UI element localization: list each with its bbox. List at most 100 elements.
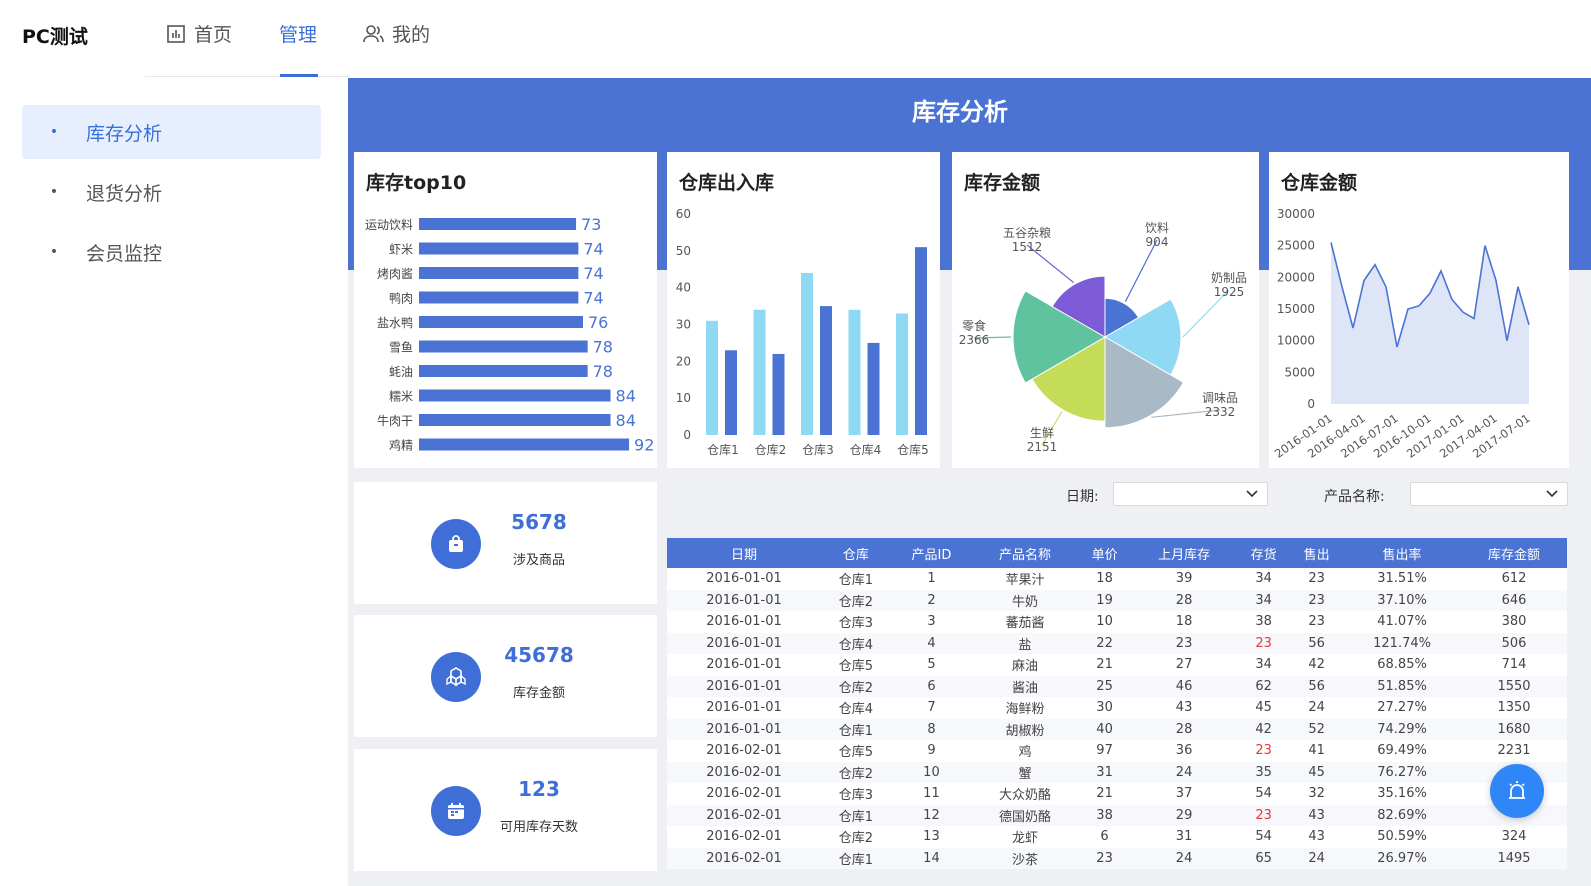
pie-slice-value: 1512 — [1012, 240, 1043, 254]
table-cell: 36 — [1175, 743, 1193, 759]
nav-mine-label: 我的 — [392, 24, 431, 46]
table-header-cell[interactable]: 产品ID — [890, 538, 973, 568]
table-cell: 23 — [1237, 632, 1291, 654]
stat-label: 可用库存天数 — [499, 820, 578, 835]
table-header-cell[interactable]: 售出 — [1290, 538, 1344, 568]
inout-bar — [706, 320, 718, 435]
pie-leader-line — [1026, 244, 1074, 283]
sidebar-item-member-monitoring[interactable]: • 会员监控 — [22, 225, 321, 279]
pie-leader-line — [1041, 411, 1063, 446]
chart-card-line: 仓库金额 0 5000 10000 15000 20000 25000 30000 2016-… — [1269, 152, 1569, 468]
bullet-icon: • — [49, 244, 59, 260]
chart-title: 库存top10 — [366, 172, 467, 194]
table-cell: 121.74% — [1343, 632, 1461, 654]
table-cell: 11 — [923, 786, 940, 802]
table-cell: 德国奶酪 — [972, 804, 1079, 826]
top10-category-label: 糯米 — [389, 390, 413, 404]
table-cell: 28 — [1131, 589, 1238, 611]
table-cell: 27 — [1175, 657, 1193, 673]
table-row: 2016-01-01 仓库1 8 胡椒粉 40 28 42 52 74.29% 1680 — [667, 718, 1567, 740]
table-cell: 仓库3 — [838, 616, 874, 632]
table-cell: 646 — [1460, 589, 1567, 611]
pie-slice — [1051, 275, 1106, 338]
table-cell: 7 — [927, 700, 936, 716]
table-row: 2016-02-01 仓库1 14 沙茶 23 24 65 24 26.97% 1495 — [667, 847, 1567, 869]
alarm-button[interactable] — [1490, 764, 1544, 818]
inout-bar — [915, 247, 927, 435]
table-header-cell[interactable]: 单价 — [1078, 538, 1132, 568]
y-tick-label: 20000 — [1277, 270, 1315, 284]
table-row: 2016-02-01 仓库2 10 蟹 31 24 35 45 76.27% — [667, 761, 1567, 783]
table-cell: 2016-01-01 — [706, 657, 782, 673]
table-cell: 2016-02-01 — [706, 829, 782, 845]
table-cell: 54 — [1255, 829, 1272, 845]
product-select[interactable] — [1410, 482, 1568, 506]
table-cell: 40 — [1078, 718, 1132, 740]
pie-leader-line — [1182, 289, 1230, 338]
table-header-cell[interactable]: 日期 — [667, 538, 821, 568]
table-cell: 2016-01-01 — [667, 589, 821, 611]
pie-slice-label: 生鲜 — [1030, 426, 1054, 440]
chart-card-top10: 库存top10 运动饮料 73 虾米 74 烤肉酱 74 鸭肉 74 盐水鸭 76 雪鱼 78 蚝油 78… — [354, 152, 657, 468]
table-cell: 23 — [1308, 614, 1325, 630]
table-cell: 仓库3 — [838, 788, 874, 804]
table-cell: 2016-01-01 — [706, 614, 782, 630]
table-cell: 38 — [1078, 804, 1132, 826]
top10-bar — [419, 291, 579, 304]
product-filter-label: 产品名称: — [1324, 489, 1385, 505]
top10-value-label: 78 — [593, 362, 613, 381]
sidebar-item-inventory-analysis[interactable]: • 库存分析 — [22, 105, 321, 159]
table-cell: 76.27% — [1343, 761, 1461, 783]
table-header-cell[interactable]: 上月库存 — [1131, 538, 1238, 568]
table-header-cell[interactable]: 存货 — [1237, 538, 1291, 568]
table-cell: 12 — [890, 804, 973, 826]
pie-leader-line — [973, 336, 1012, 339]
x-tick-label: 仓库4 — [850, 442, 882, 457]
page-title: 库存分析 — [912, 98, 1008, 126]
nav-mine[interactable]: 我的 — [362, 20, 430, 47]
sidebar-item-returns-analysis[interactable]: • 退货分析 — [22, 165, 321, 219]
table-cell: 6 — [1100, 829, 1109, 845]
table-header-cell[interactable]: 产品名称 — [972, 538, 1079, 568]
table-cell: 31.51% — [1377, 571, 1427, 587]
pie-slice-label: 奶制品 — [1211, 271, 1247, 285]
table-row: 2016-01-01 仓库2 6 酱油 25 46 62 56 51.85% 1550 — [667, 675, 1567, 697]
table-header-cell[interactable]: 售出率 — [1343, 538, 1461, 568]
table-cell: 45 — [1255, 700, 1272, 716]
table-row: 2016-02-01 仓库5 9 鸡 97 36 23 41 69.49% 2231 — [667, 740, 1567, 762]
table-cell: 6 — [890, 675, 973, 697]
nav-manage-label: 管理 — [279, 24, 318, 46]
x-tick-label: 仓库5 — [897, 442, 929, 457]
nav-home[interactable]: 首页 — [166, 20, 232, 47]
y-tick-label: 15000 — [1277, 302, 1315, 316]
date-select[interactable] — [1113, 482, 1268, 506]
y-tick-label: 60 — [676, 207, 691, 221]
table-header-cell[interactable]: 库存金额 — [1460, 538, 1567, 568]
inout-bar — [896, 313, 908, 435]
table-row: 2016-01-01 仓库5 5 麻油 21 27 34 42 68.85% 714 — [667, 654, 1567, 676]
stat-value: 5678 — [511, 510, 567, 534]
user-icon — [363, 24, 384, 42]
table-cell: 324 — [1501, 829, 1527, 845]
nav-manage[interactable]: 管理 — [279, 20, 317, 47]
top10-bar — [419, 389, 611, 402]
table-cell: 龙虾 — [1012, 831, 1039, 847]
pie-leader-line — [1124, 239, 1158, 302]
table-cell: 苹果汁 — [1005, 573, 1045, 589]
table-cell: 46 — [1131, 675, 1238, 697]
table-cell: 26.97% — [1343, 847, 1461, 869]
table-cell: 仓库5 — [838, 745, 874, 761]
alarm-icon — [1509, 781, 1525, 799]
table-cell: 2016-02-01 — [667, 804, 821, 826]
nav-active-indicator — [280, 74, 318, 77]
table-cell: 62 — [1237, 675, 1291, 697]
sidebar: • 库存分析 • 退货分析 • 会员监控 — [0, 78, 348, 886]
top10-bar — [419, 340, 588, 353]
table-cell: 37.10% — [1343, 589, 1461, 611]
table-cell: 1680 — [1460, 718, 1567, 740]
table-header-cell[interactable]: 仓库 — [820, 538, 891, 568]
top10-value-label: 78 — [593, 338, 613, 357]
table-cell: 68.85% — [1377, 657, 1427, 673]
pie-slice — [1104, 336, 1185, 429]
table-cell: 2016-01-01 — [667, 632, 821, 654]
